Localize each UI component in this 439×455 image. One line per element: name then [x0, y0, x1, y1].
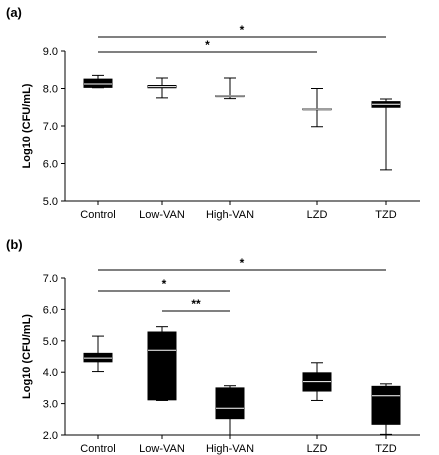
box-body: [215, 387, 245, 420]
panel-b-label: (b): [6, 237, 23, 252]
panel-b-significance-bracket: *: [98, 256, 386, 271]
box-body: [83, 78, 113, 88]
panel-b-y-tick-label: 5.0: [43, 336, 58, 348]
panel-b-y-axis-title: Log10 (CFU/mL): [21, 314, 33, 399]
panel-a-box-high-van: [215, 77, 245, 100]
panel-b-y-tick-label: 4.0: [43, 367, 58, 379]
panel-b-category-label: TZD: [375, 443, 396, 455]
significance-label: *: [240, 23, 245, 37]
chart-panel-b: (b) 2.0 3.0 4.0 5.0 6.0 7.0 Log10 (CFU/mL) Contr…: [6, 237, 420, 455]
panel-b-category-label: Low-VAN: [139, 443, 185, 455]
panel-a-y-tick-label: 9.0: [43, 46, 58, 58]
panel-b-category-label: LZD: [307, 443, 328, 455]
panel-b-box-control: [83, 335, 113, 373]
panel-a-label: (a): [6, 5, 22, 20]
box-body: [147, 331, 177, 401]
panel-b-y-tick-label: 2.0: [43, 430, 58, 442]
panel-a-box-tzd: [371, 98, 401, 171]
panel-b-box-high-van: [215, 385, 245, 436]
panel-b-category-label: Control: [80, 443, 115, 455]
panel-a-category-label: TZD: [375, 209, 396, 221]
panel-a-box-control: [83, 74, 113, 89]
panel-b-box-low-van: [147, 326, 177, 401]
panel-a-box-low-van: [147, 77, 177, 99]
panel-b-y-tick-label: 7.0: [43, 273, 58, 285]
panel-a-box-lzd: [302, 88, 332, 128]
significance-label: **: [191, 297, 201, 311]
panel-b-category-label: High-VAN: [206, 443, 254, 455]
panel-a-category-label: Low-VAN: [139, 209, 185, 221]
panel-a-category-label: Control: [80, 209, 115, 221]
panel-a-category-label: LZD: [307, 209, 328, 221]
panel-a-y-tick-label: 5.0: [43, 196, 58, 208]
panel-b-significance-bracket: *: [98, 277, 230, 292]
panel-a-significance-bracket: *: [98, 23, 386, 38]
significance-label: *: [162, 277, 167, 291]
significance-label: *: [240, 256, 245, 270]
panel-b-box-tzd: [371, 383, 401, 435]
panel-a-y-tick-label: 6.0: [43, 159, 58, 171]
panel-a-category-label: High-VAN: [206, 209, 254, 221]
panel-a-significance-bracket: *: [98, 38, 317, 53]
panel-a-y-tick-label: 7.0: [43, 121, 58, 133]
panel-b-significance-bracket: **: [162, 297, 230, 312]
panel-a-y-tick-label: 8.0: [43, 84, 58, 96]
panel-b-box-lzd: [302, 362, 332, 401]
panel-a-y-axis-title: Log10 (CFU/mL): [21, 83, 33, 168]
box-body: [371, 385, 401, 425]
chart-panel-a: (a) 5.0 6.0 7.0 8.0 9.0 Log10 (CFU/mL) Control L…: [6, 5, 420, 221]
significance-label: *: [205, 38, 210, 52]
panel-b-y-tick-label: 3.0: [43, 399, 58, 411]
panel-b-y-tick-label: 6.0: [43, 304, 58, 316]
